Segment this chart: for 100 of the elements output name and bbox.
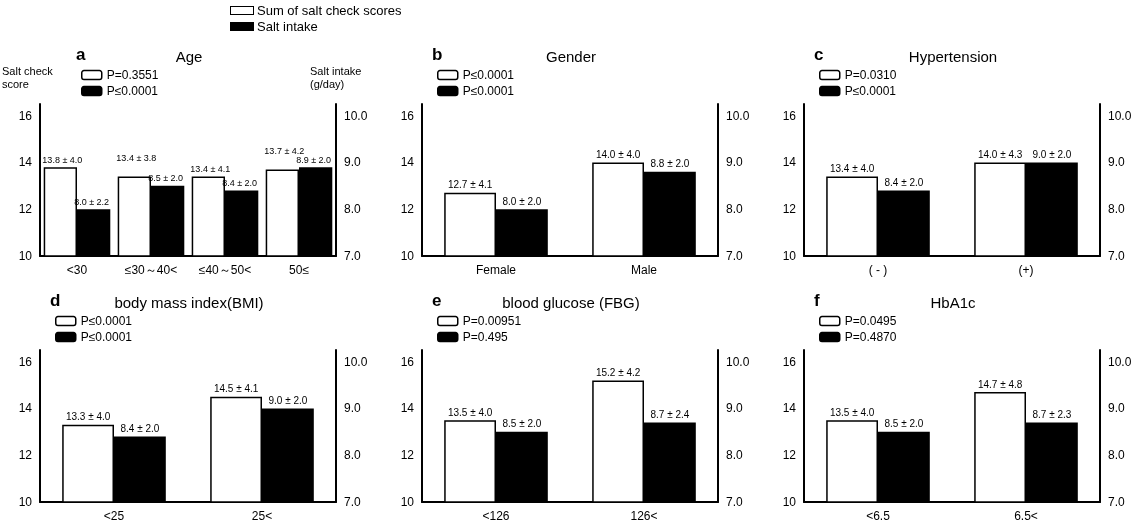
data-label: 13.7 ± 4.2: [264, 145, 305, 156]
y-axis-title: Salt check score: [2, 64, 56, 90]
y-tick-label: 14: [400, 155, 415, 170]
y2-tick-label: 9.0: [1108, 401, 1126, 416]
y-tick-label: 16: [782, 108, 797, 123]
y-tick-label: 14: [400, 401, 415, 416]
x-tick-label: <25: [103, 509, 125, 523]
y2-tick-label: 9.0: [726, 401, 744, 416]
y-tick-label: 14: [18, 401, 33, 416]
legend-label: P=0.4870: [844, 330, 897, 344]
legend-label: P=0.3551: [106, 68, 159, 82]
data-label: 8.0 ± 2.0: [502, 195, 542, 207]
data-label: 8.5 ± 2.0: [502, 418, 542, 430]
data-label: 8.4 ± 2.0: [884, 177, 924, 189]
data-label: 13.4 ± 3.8: [116, 152, 157, 163]
y2-tick-label: 9.0: [726, 155, 744, 170]
y-tick-label: 14: [18, 155, 33, 170]
y2-axis-title: Salt intake (g/day): [310, 64, 365, 90]
legend-label: P≤0.0001: [80, 314, 133, 328]
y2-tick-label: 8.0: [726, 202, 744, 217]
x-tick-label: 6.5<: [1014, 509, 1038, 523]
x-tick-label: ≤40～50<: [198, 263, 252, 277]
y2-tick-label: 10.0: [1108, 354, 1132, 369]
x-tick-label: <6.5: [866, 509, 891, 523]
y2-tick-label: 7.0: [726, 249, 744, 263]
y-tick-label: 12: [400, 202, 415, 217]
y2-tick-label: 7.0: [726, 495, 744, 509]
legend-label: P≤0.0001: [106, 84, 159, 98]
data-label: 8.4 ± 2.0: [120, 423, 160, 435]
y-tick-label: 10: [782, 495, 797, 509]
y2-tick-label: 10.0: [1108, 108, 1132, 123]
data-label: 13.8 ± 4.0: [42, 154, 83, 165]
y-tick-label: 12: [18, 448, 33, 463]
y2-tick-label: 9.0: [344, 155, 362, 170]
y2-tick-label: 7.0: [1108, 495, 1126, 509]
y2-tick-label: 8.0: [726, 448, 744, 463]
data-label: 8.5 ± 2.0: [884, 418, 924, 430]
x-tick-label: ≤30～40<: [124, 263, 178, 277]
y2-tick-label: 9.0: [1108, 155, 1126, 170]
legend-label: P=0.00951: [462, 314, 522, 328]
x-tick-label: ( - ): [868, 263, 888, 277]
text: e: [432, 291, 442, 310]
data-label: 13.4 ± 4.1: [190, 163, 231, 174]
x-tick-label: (+): [1018, 263, 1034, 277]
chart-title: blood glucose (FBG): [502, 294, 640, 311]
text: Sum of salt check scores: [257, 2, 402, 18]
x-tick-label: <30: [66, 263, 88, 277]
x-tick-label: <126: [482, 509, 510, 523]
y-tick-label: 16: [400, 108, 415, 123]
data-label: 12.7 ± 4.1: [447, 179, 493, 191]
data-label: 13.3 ± 4.0: [65, 411, 111, 423]
y2-tick-label: 10.0: [344, 354, 368, 369]
text: f: [814, 291, 820, 310]
legend-label: P≤0.0001: [462, 84, 515, 98]
y-tick-label: 10: [400, 249, 415, 263]
chart-title: Age: [175, 48, 203, 65]
y-tick-label: 12: [400, 448, 415, 463]
y2-tick-label: 9.0: [344, 401, 362, 416]
legend-label: P=0.0310: [844, 68, 897, 82]
legend-label: P≤0.0001: [80, 330, 133, 344]
y2-tick-label: 8.0: [344, 202, 362, 217]
data-label: 14.7 ± 4.8: [977, 378, 1023, 390]
legend-label: P≤0.0001: [844, 84, 897, 98]
data-label: 14.5 ± 4.1: [213, 383, 259, 395]
chart-title: body mass index(BMI): [114, 294, 264, 311]
text: b: [432, 45, 443, 64]
data-label: 14.0 ± 4.3: [977, 148, 1023, 160]
x-tick-label: 25<: [251, 509, 273, 523]
chart-title: HbA1c: [930, 294, 977, 311]
y-tick-label: 12: [782, 448, 797, 463]
y-tick-label: 16: [400, 354, 415, 369]
y2-tick-label: 7.0: [344, 495, 362, 509]
text: c: [814, 45, 824, 64]
y-tick-label: 12: [782, 202, 797, 217]
y-tick-label: 10: [18, 249, 33, 263]
y-tick-label: 16: [782, 354, 797, 369]
text: d: [50, 291, 61, 310]
y-tick-label: 14: [782, 155, 797, 170]
text: Salt intake: [257, 18, 318, 34]
legend-label: P=0.0495: [844, 314, 897, 328]
data-label: 15.2 ± 4.2: [595, 366, 641, 378]
y-tick-label: 10: [782, 249, 797, 263]
x-tick-label: 50≤: [289, 263, 310, 277]
data-label: 13.5 ± 4.0: [447, 406, 493, 418]
x-tick-label: Female: [475, 263, 517, 277]
x-tick-label: 126<: [630, 509, 658, 523]
text: a: [76, 45, 86, 64]
legend-label: P≤0.0001: [462, 68, 515, 82]
data-label: 14.0 ± 4.0: [595, 148, 641, 160]
y2-tick-label: 7.0: [1108, 249, 1126, 263]
data-label: 8.9 ± 2.0: [296, 154, 332, 165]
y2-tick-label: 7.0: [344, 249, 362, 263]
legend-label: P=0.495: [462, 330, 509, 344]
chart-title: Hypertension: [908, 48, 998, 65]
y2-tick-label: 8.0: [1108, 202, 1126, 217]
y2-tick-label: 10.0: [726, 108, 750, 123]
data-label: 9.0 ± 2.0: [268, 394, 308, 406]
y2-tick-label: 10.0: [344, 108, 368, 123]
y-tick-label: 16: [18, 354, 33, 369]
y2-tick-label: 10.0: [726, 354, 750, 369]
